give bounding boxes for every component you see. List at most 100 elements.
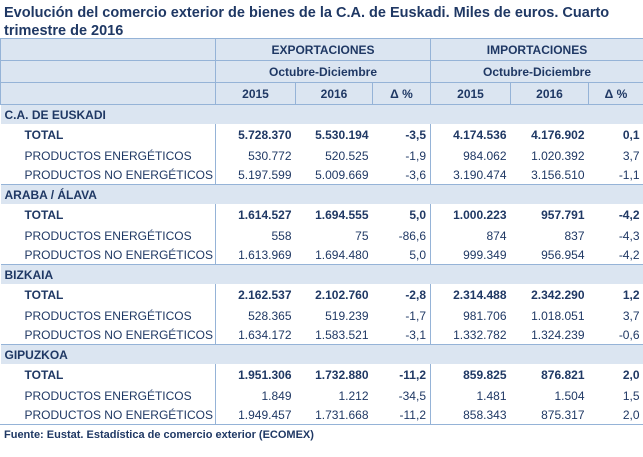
table-cell: 519.239	[325, 308, 369, 323]
table-cell: 1.849	[215, 386, 296, 405]
table-cell: -3,1	[405, 327, 426, 342]
table-body: EXPORTACIONES IMPORTACIONES Octubre-Diciem…	[0, 38, 643, 424]
table-row: C.A. DE EUSKADI	[0, 104, 643, 124]
table-cell: Δ %	[372, 82, 431, 105]
table-cell: 1.020.392	[531, 148, 585, 163]
table-cell: 2016	[510, 82, 589, 105]
table-cell: GIPUZKOA	[0, 344, 643, 364]
table-cell: 1.732.880	[315, 368, 369, 382]
table-cell: TOTAL	[24, 128, 64, 142]
table-cell: 528.365	[215, 306, 296, 325]
table-cell: PRODUCTOS ENERGÉTICOS	[24, 308, 192, 323]
table-cell: 2016	[295, 82, 373, 105]
table-cell: 859.825	[430, 364, 511, 386]
table-cell: 875.317	[541, 407, 585, 422]
table-row: TOTAL 2.162.537 2.102.760 -2,8 2.314.488 2.34…	[1, 284, 643, 306]
table-cell	[0, 38, 216, 61]
table-row: PRODUCTOS NO ENERGÉTICOS 1.634.172 1.583.5…	[1, 325, 643, 345]
table-cell: 5.009.669	[315, 167, 369, 182]
table-row: GIPUZKOA	[0, 344, 643, 364]
table-cell: C.A. DE EUSKADI	[0, 104, 643, 124]
table-cell: 5.728.370	[215, 124, 296, 146]
source: Fuente: Eustat. Estadística de comercio …	[0, 424, 643, 445]
table-cell: 2.342.290	[531, 288, 585, 302]
table-cell: TOTAL	[24, 208, 64, 222]
table-cell: 75	[355, 228, 369, 243]
table-cell: -11,2	[399, 407, 426, 422]
table-cell: 1.018.051	[531, 308, 585, 323]
table-cell: 4.176.902	[531, 128, 585, 142]
table-cell: 956.954	[541, 247, 585, 262]
table-cell: 3,7	[622, 308, 640, 323]
table-cell: 1.000.223	[430, 204, 511, 226]
table-cell: -2,8	[405, 288, 426, 302]
table-cell: 530.772	[215, 146, 296, 165]
table-cell: 1.613.969	[215, 245, 296, 265]
table-cell: 5,0	[409, 247, 426, 262]
table-cell: -4,2	[618, 247, 640, 262]
table-cell: 1.481	[430, 386, 511, 405]
table-row: PRODUCTOS NO ENERGÉTICOS 1.949.457 1.731.6…	[1, 405, 643, 424]
table-cell: PRODUCTOS ENERGÉTICOS	[24, 228, 192, 243]
table-cell: 558	[215, 226, 296, 245]
table-cell: 5,0	[409, 208, 426, 222]
table-cell: -11,2	[399, 368, 426, 382]
table-cell: 3,7	[622, 148, 640, 163]
table-cell: -34,5	[398, 388, 426, 403]
table-cell: 1.614.527	[215, 204, 296, 226]
table-cell: PRODUCTOS NO ENERGÉTICOS	[24, 247, 213, 262]
table-cell: 1.324.239	[531, 327, 585, 342]
table-cell: 3.156.510	[531, 167, 585, 182]
table-cell: 837	[564, 228, 585, 243]
table-cell: 0,1	[622, 128, 640, 142]
table-cell: PRODUCTOS NO ENERGÉTICOS	[24, 327, 213, 342]
table-cell: 957.791	[541, 208, 585, 222]
trade-table: EXPORTACIONES IMPORTACIONES Octubre-Diciem…	[0, 38, 643, 424]
table-cell: EXPORTACIONES	[215, 38, 431, 61]
table-cell: -1,9	[405, 148, 426, 163]
table-cell: 1.583.521	[315, 327, 369, 342]
table-cell: PRODUCTOS NO ENERGÉTICOS	[24, 407, 213, 422]
table-row: ARABA / ÁLAVA	[0, 184, 643, 204]
table-row: TOTAL 1.614.527 1.694.555 5,0 1.000.223 957.7…	[1, 204, 643, 226]
table-row: PRODUCTOS NO ENERGÉTICOS 5.197.599 5.009.6…	[1, 165, 643, 185]
table-cell	[0, 82, 216, 105]
table-row: TOTAL 5.728.370 5.530.194 -3,5 4.174.536 4.17…	[1, 124, 643, 146]
table-cell: -1,7	[405, 308, 426, 323]
table-cell: 2.314.488	[430, 284, 511, 306]
table-cell: 984.062	[430, 146, 511, 165]
table-cell: PRODUCTOS NO ENERGÉTICOS	[24, 167, 213, 182]
table-cell: 2,0	[622, 407, 640, 422]
table-cell: 2015	[430, 82, 511, 105]
table-cell: 1.504	[554, 388, 585, 403]
table-cell: 4.174.536	[430, 124, 511, 146]
table-cell: IMPORTACIONES	[430, 38, 643, 61]
table-cell: 1.332.782	[430, 325, 511, 345]
table-row: 2015 2016 Δ % 2015 2016 Δ %	[0, 82, 643, 105]
table-cell: ARABA / ÁLAVA	[0, 184, 643, 204]
table-cell: TOTAL	[24, 368, 64, 382]
table-cell: Octubre-Diciembre	[215, 60, 431, 83]
table-cell: 1.694.555	[315, 208, 369, 222]
table-cell: 1,2	[622, 288, 640, 302]
table-cell: -86,6	[398, 228, 426, 243]
table-cell: Δ %	[588, 82, 643, 105]
table-cell: 5.197.599	[215, 165, 296, 185]
table-cell: -3,5	[405, 128, 426, 142]
table-cell: -1,1	[618, 167, 640, 182]
table-cell: BIZKAIA	[0, 264, 643, 284]
table-cell: Octubre-Diciembre	[430, 60, 643, 83]
table-cell: TOTAL	[24, 288, 64, 302]
table-cell: 1.951.306	[215, 364, 296, 386]
table-cell	[0, 60, 216, 83]
table-cell: 3.190.474	[430, 165, 511, 185]
table-row: PRODUCTOS NO ENERGÉTICOS 1.613.969 1.694.4…	[1, 245, 643, 265]
table-cell: 1.694.480	[315, 247, 369, 262]
table-row: TOTAL 1.951.306 1.732.880 -11,2 859.825 876.8…	[1, 364, 643, 386]
table-cell: 1.949.457	[215, 405, 296, 424]
table-cell: 1.212	[338, 388, 369, 403]
table-cell: 981.706	[430, 306, 511, 325]
table-row: Octubre-Diciembre Octubre-Diciembre	[0, 60, 643, 83]
table-row: PRODUCTOS ENERGÉTICOS 530.772 520.525 -1,9 9…	[1, 146, 643, 165]
